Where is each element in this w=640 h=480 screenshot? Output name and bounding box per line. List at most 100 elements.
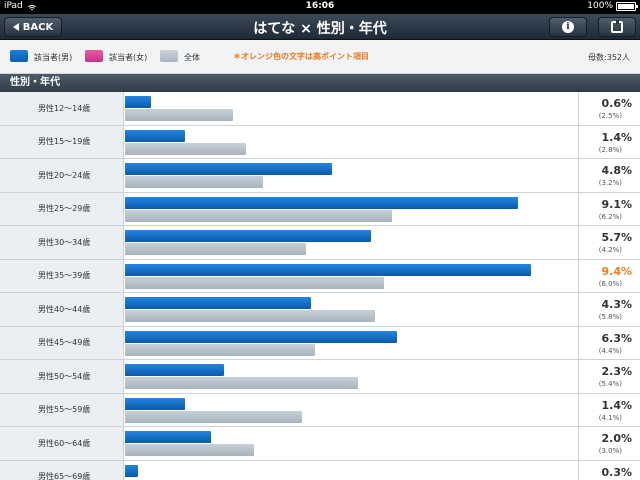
overall-percent: (5.8%) bbox=[598, 313, 622, 321]
row-values: 4.3% (5.8%) bbox=[578, 293, 640, 326]
wifi-icon bbox=[26, 2, 38, 11]
legend-swatch-female bbox=[85, 50, 103, 62]
row-label: 男性25〜29歳 bbox=[0, 192, 124, 225]
sample-count: 母数:352人 bbox=[588, 53, 630, 62]
target-bar bbox=[125, 464, 138, 477]
clock: 16:06 bbox=[305, 1, 335, 11]
refresh-icon bbox=[611, 20, 623, 33]
table-row: 男性15〜19歳 1.4% (2.8%) bbox=[0, 125, 640, 159]
row-label: 男性20〜24歳 bbox=[0, 159, 124, 192]
overall-bar bbox=[125, 109, 233, 121]
back-button-label: BACK bbox=[22, 21, 54, 33]
row-values: 2.0% (3.0%) bbox=[578, 427, 640, 460]
legend-bar: 該当者(男) 該当者(女) 全体 ＊オレンジ色の文字は高ポイント項目 母数:35… bbox=[0, 40, 640, 74]
row-bars bbox=[125, 326, 578, 359]
row-values: 9.1% (6.2%) bbox=[578, 192, 640, 225]
target-percent: 9.4% bbox=[601, 264, 632, 278]
back-button[interactable]: BACK bbox=[4, 17, 62, 37]
row-values: 0.6% (2.5%) bbox=[578, 92, 640, 125]
target-bar bbox=[125, 364, 225, 376]
row-label: 男性45〜49歳 bbox=[0, 326, 124, 359]
row-bars bbox=[125, 360, 578, 393]
row-bars bbox=[125, 192, 578, 225]
row-bars bbox=[125, 460, 578, 480]
overall-percent: (3.2%) bbox=[598, 179, 622, 187]
target-percent: 1.4% bbox=[601, 398, 632, 412]
refresh-button[interactable] bbox=[598, 17, 636, 37]
row-values: 4.8% (3.2%) bbox=[578, 159, 640, 192]
overall-bar bbox=[125, 142, 246, 155]
status-bar: iPad 16:06 100% bbox=[0, 0, 640, 14]
nav-bar: BACK はてな × 性別・年代 i bbox=[0, 14, 640, 40]
row-label: 男性55〜59歳 bbox=[0, 393, 124, 426]
row-label: 男性35〜39歳 bbox=[0, 259, 124, 292]
row-values: 1.4% (2.8%) bbox=[578, 125, 640, 158]
target-percent: 6.3% bbox=[601, 331, 632, 345]
table-row: 男性55〜59歳 1.4% (4.1%) bbox=[0, 393, 640, 427]
target-bar bbox=[125, 163, 333, 175]
row-values: 0.3% bbox=[578, 460, 640, 480]
target-percent: 4.3% bbox=[601, 298, 632, 311]
target-bar bbox=[125, 129, 186, 142]
overall-bar bbox=[125, 176, 264, 188]
target-percent: 0.6% bbox=[601, 97, 632, 110]
overall-bar bbox=[125, 343, 315, 356]
target-bar bbox=[125, 196, 518, 209]
page-title: はてな × 性別・年代 bbox=[253, 21, 387, 37]
overall-percent: (2.8%) bbox=[598, 145, 622, 154]
row-values: 1.4% (4.1%) bbox=[578, 393, 640, 426]
row-label: 男性65〜69歳 bbox=[0, 460, 124, 480]
section-header: 性別・年代 bbox=[0, 74, 640, 92]
row-bars bbox=[125, 259, 578, 292]
overall-percent: (6.0%) bbox=[598, 279, 622, 288]
legend-label-female: 該当者(女) bbox=[109, 53, 148, 62]
target-percent: 4.8% bbox=[601, 164, 632, 177]
row-bars bbox=[125, 293, 578, 326]
target-bar bbox=[125, 397, 186, 410]
highlight-note: ＊オレンジ色の文字は高ポイント項目 bbox=[233, 52, 369, 61]
legend-swatch-male bbox=[10, 50, 28, 62]
row-label: 男性12〜14歳 bbox=[0, 92, 124, 125]
row-bars bbox=[125, 159, 578, 192]
target-bar bbox=[125, 263, 531, 276]
legend-label-overall: 全体 bbox=[184, 53, 200, 62]
overall-percent: (2.5%) bbox=[598, 112, 622, 120]
table-row: 男性25〜29歳 9.1% (6.2%) bbox=[0, 192, 640, 226]
target-percent: 2.3% bbox=[601, 365, 632, 378]
table-row: 男性12〜14歳 0.6% (2.5%) bbox=[0, 92, 640, 126]
row-values: 9.4% (6.0%) bbox=[578, 259, 640, 292]
row-label: 男性15〜19歳 bbox=[0, 125, 124, 158]
row-bars bbox=[125, 226, 578, 259]
overall-bar bbox=[125, 243, 307, 255]
overall-percent: (4.2%) bbox=[598, 246, 622, 254]
back-arrow-icon bbox=[12, 23, 19, 31]
battery-icon bbox=[616, 1, 638, 11]
row-values: 2.3% (5.4%) bbox=[578, 360, 640, 393]
target-bar bbox=[125, 431, 212, 443]
overall-bar bbox=[125, 209, 393, 222]
row-bars bbox=[125, 427, 578, 460]
table-row: 男性60〜64歳 2.0% (3.0%) bbox=[0, 427, 640, 461]
overall-bar bbox=[125, 276, 384, 289]
overall-percent: (4.4%) bbox=[598, 346, 622, 355]
target-bar bbox=[125, 230, 371, 242]
legend-label-male: 該当者(男) bbox=[34, 53, 73, 62]
row-label: 男性40〜44歳 bbox=[0, 293, 124, 326]
info-button[interactable]: i bbox=[549, 17, 587, 37]
target-bar bbox=[125, 330, 397, 343]
row-values: 5.7% (4.2%) bbox=[578, 226, 640, 259]
table-row: 男性50〜54歳 2.3% (5.4%) bbox=[0, 360, 640, 394]
target-percent: 2.0% bbox=[601, 432, 632, 445]
row-label: 男性50〜54歳 bbox=[0, 360, 124, 393]
legend-swatch-overall bbox=[160, 50, 178, 62]
table-row: 男性30〜34歳 5.7% (4.2%) bbox=[0, 226, 640, 260]
target-bar bbox=[125, 96, 151, 108]
row-bars bbox=[125, 393, 578, 426]
row-label: 男性60〜64歳 bbox=[0, 427, 124, 460]
overall-percent: (4.1%) bbox=[598, 413, 622, 422]
carrier-label: iPad bbox=[4, 1, 23, 11]
overall-bar bbox=[125, 310, 376, 322]
table-row: 男性40〜44歳 4.3% (5.8%) bbox=[0, 293, 640, 327]
row-values: 6.3% (4.4%) bbox=[578, 326, 640, 359]
row-label: 男性30〜34歳 bbox=[0, 226, 124, 259]
